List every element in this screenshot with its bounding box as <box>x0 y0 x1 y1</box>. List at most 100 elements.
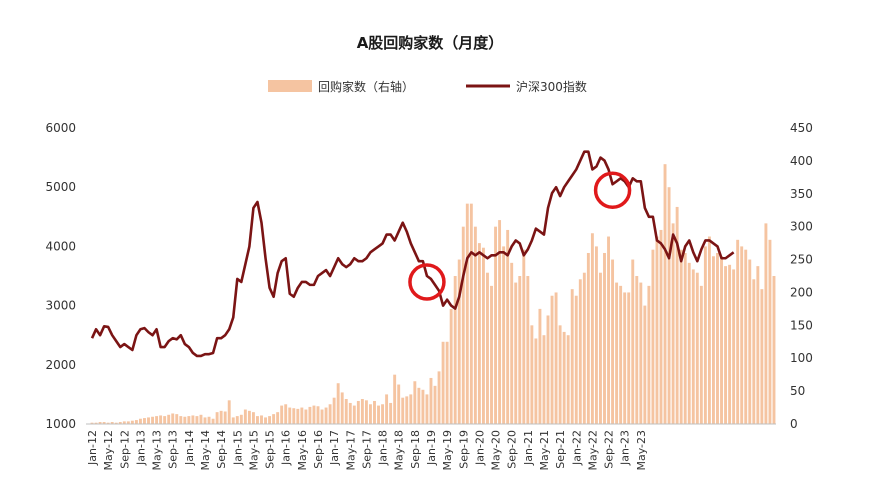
bar <box>627 292 631 424</box>
x-tick-label: Sep-18 <box>409 430 422 469</box>
bar <box>328 404 332 424</box>
bar <box>490 285 493 424</box>
bar <box>231 417 235 424</box>
annotations <box>408 171 632 301</box>
x-tick-label: May-12 <box>102 430 115 471</box>
bar <box>566 335 570 424</box>
bar <box>558 325 562 424</box>
x-tick-label: Sep-14 <box>215 430 228 469</box>
right-tick-label: 200 <box>790 285 813 299</box>
x-tick-label: May-20 <box>490 430 503 471</box>
bar <box>590 233 594 424</box>
x-tick-label: May-23 <box>635 430 648 471</box>
bar <box>243 409 247 424</box>
bar <box>703 246 707 424</box>
bar <box>397 384 401 424</box>
bar <box>760 289 764 424</box>
left-tick-label: 2000 <box>45 358 76 372</box>
bar <box>199 414 203 424</box>
bar <box>211 418 215 424</box>
bar <box>514 282 518 424</box>
bar <box>538 308 542 424</box>
bar <box>429 377 433 424</box>
bar <box>720 256 723 424</box>
x-tick-label: Jan-19 <box>425 430 438 466</box>
bar <box>461 226 465 424</box>
x-tick-label: May-15 <box>247 430 260 471</box>
bar <box>550 295 554 424</box>
bar <box>183 416 187 424</box>
bar <box>336 383 340 424</box>
bar <box>425 394 429 424</box>
bar <box>768 239 772 424</box>
x-tick-label: Sep-13 <box>167 430 180 469</box>
x-tick-label: Sep-16 <box>312 430 325 469</box>
x-tick-label: Jan-15 <box>231 430 244 466</box>
bar <box>728 264 732 424</box>
bar <box>615 282 619 424</box>
bar <box>578 279 582 424</box>
bar <box>284 404 288 424</box>
x-tick-label: Jan-17 <box>328 430 341 466</box>
right-tick-label: 150 <box>790 318 813 332</box>
bar <box>207 416 211 424</box>
x-tick-label: Jan-16 <box>280 430 293 466</box>
bar <box>683 252 687 424</box>
bar <box>518 276 522 424</box>
bar <box>163 416 167 424</box>
bar <box>122 421 126 424</box>
bar <box>421 389 425 424</box>
bar <box>574 295 578 424</box>
left-tick-label: 4000 <box>45 239 76 253</box>
bar <box>695 272 699 424</box>
bar <box>348 402 352 424</box>
bar <box>296 408 300 424</box>
bar <box>687 262 691 424</box>
bar <box>748 259 752 424</box>
bar <box>570 289 574 424</box>
right-tick-label: 250 <box>790 253 813 267</box>
bar <box>611 259 615 424</box>
bar <box>522 249 526 424</box>
x-tick-label: May-17 <box>344 430 357 471</box>
bar <box>373 400 376 424</box>
x-tick-label: Sep-21 <box>554 430 567 469</box>
x-tick-label: Jan-20 <box>473 430 486 466</box>
bar <box>405 396 409 424</box>
bar <box>175 414 179 424</box>
bar <box>344 399 348 424</box>
bar <box>251 412 255 424</box>
bar <box>724 266 728 424</box>
bar <box>473 226 477 424</box>
bar <box>324 407 328 424</box>
bar <box>280 405 284 424</box>
annotation-circle <box>593 171 632 209</box>
x-tick-label: Sep-19 <box>457 430 470 469</box>
x-axis: Jan-12 May-12 Sep-12 Jan-13 May-13 Sep-13 Jan-… <box>86 430 648 471</box>
bar <box>526 276 530 424</box>
bar <box>603 252 606 424</box>
bar <box>393 374 397 424</box>
x-tick-label: Sep-12 <box>118 430 131 469</box>
bar <box>772 276 776 424</box>
bar <box>481 247 485 424</box>
bar <box>143 418 146 424</box>
legend: 回购家数（右轴） 沪深300指数 <box>268 79 587 94</box>
bar <box>437 371 441 424</box>
bar <box>364 400 368 424</box>
bar <box>90 422 94 424</box>
bar <box>594 246 598 424</box>
left-tick-label: 3000 <box>45 299 76 313</box>
bar <box>352 405 356 424</box>
x-tick-label: Sep-15 <box>264 430 277 469</box>
bar <box>389 402 393 424</box>
bar <box>744 249 748 424</box>
bar <box>130 420 134 424</box>
bar <box>441 341 445 424</box>
x-tick-label: Sep-20 <box>506 430 519 469</box>
bar <box>114 422 118 424</box>
bar <box>215 412 219 424</box>
x-tick-label: Jan-23 <box>619 430 632 466</box>
bar <box>292 408 296 424</box>
